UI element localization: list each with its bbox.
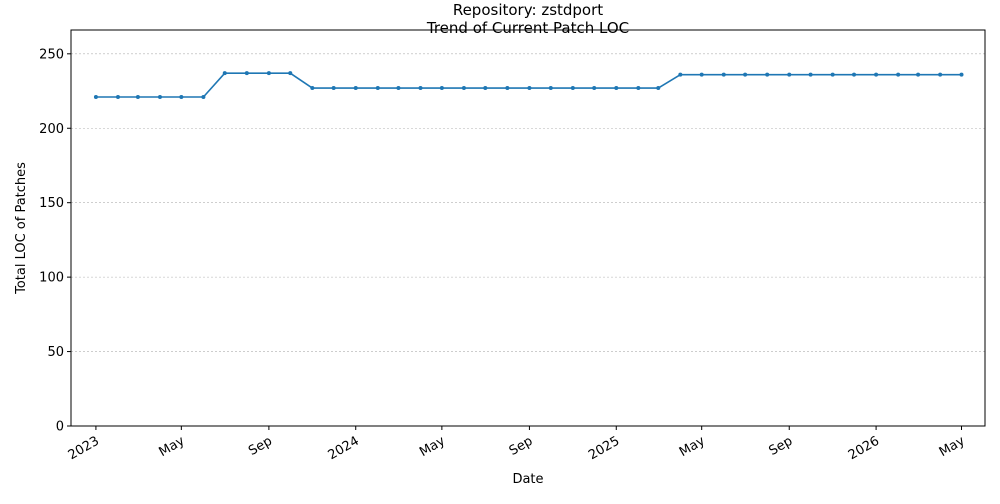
x-tick-label-4: May [417,434,448,461]
data-point [418,86,423,91]
data-point [592,86,597,91]
x-axis-label: Date [512,472,543,487]
y-tick-label-4: 200 [39,122,64,137]
data-point [636,86,641,91]
data-point [505,86,510,91]
data-point [157,94,162,99]
y-axis: 0 50 100 150 200 250 [39,47,71,435]
data-point [353,86,358,91]
x-tick-label-2: Sep [246,434,275,459]
x-axis: 2023 May Sep 2024 May Sep 2025 May Sep 2026 May [66,426,968,463]
data-point [483,86,488,91]
data-point [938,72,943,77]
data-point [874,72,879,77]
data-point [222,71,227,76]
gridlines [71,53,985,352]
y-tick-label-0: 0 [56,420,64,435]
data-point [527,86,532,91]
data-point [808,72,813,77]
plot-area-frame [70,29,986,427]
data-point [896,72,901,77]
x-tick-label-3: 2024 [326,434,362,464]
chart-title-line1: Repository: zstdport [453,1,603,19]
data-point [699,72,704,77]
chart-title-line2: Trend of Current Patch LOC [426,19,629,37]
y-tick-label-2: 100 [39,271,64,286]
data-point [179,94,184,99]
data-point [959,72,964,77]
data-point [548,86,553,91]
x-tick-label-6: 2025 [586,434,622,464]
data-point [375,86,380,91]
data-point [331,86,336,91]
data-point [244,71,249,76]
data-point [656,86,661,91]
data-point [135,94,140,99]
y-tick-label-3: 150 [39,196,64,211]
series-zstdport-loc [93,71,964,99]
data-point [288,71,293,76]
series-line [95,72,962,98]
x-tick-label-1: May [157,434,188,461]
x-tick-label-8: Sep [767,434,796,459]
data-point [765,72,770,77]
data-point [678,72,683,77]
y-axis-label: Total LOC of Patches [14,162,29,295]
data-point [852,72,857,77]
data-point [93,94,98,99]
data-point [916,72,921,77]
x-tick-label-5: Sep [507,434,536,459]
y-tick-label-1: 50 [47,345,64,360]
x-tick-label-0: 2023 [66,434,102,464]
data-point [461,86,466,91]
data-point [266,71,271,76]
data-point [787,72,792,77]
data-point [396,86,401,91]
data-point [570,86,575,91]
data-point [614,86,619,91]
data-point [201,94,206,99]
y-tick-label-5: 250 [39,47,64,62]
data-point [439,86,444,91]
x-tick-label-9: 2026 [846,434,882,464]
data-point [830,72,835,77]
data-point [721,72,726,77]
data-point [743,72,748,77]
data-point [115,94,120,99]
data-point [310,86,315,91]
x-tick-label-10: May [937,434,968,461]
x-tick-label-7: May [677,434,708,461]
